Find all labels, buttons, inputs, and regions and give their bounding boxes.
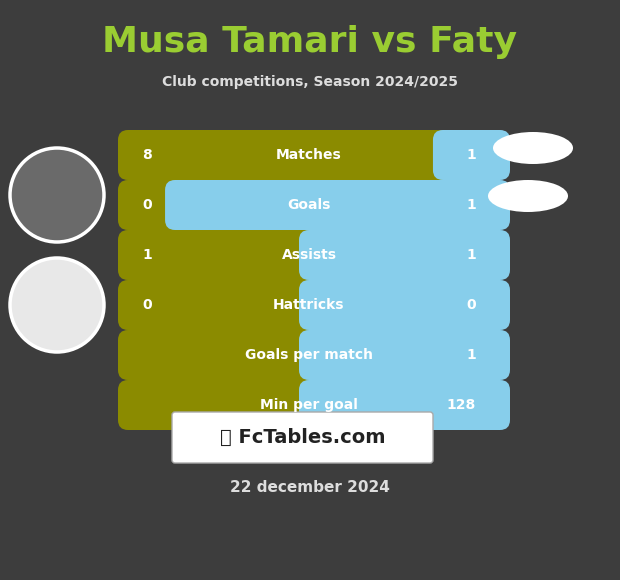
FancyBboxPatch shape: [165, 180, 510, 230]
Text: 📊 FcTables.com: 📊 FcTables.com: [219, 428, 385, 447]
Text: Goals per match: Goals per match: [245, 348, 373, 362]
FancyBboxPatch shape: [299, 330, 510, 380]
FancyBboxPatch shape: [118, 380, 500, 430]
Text: 1: 1: [142, 248, 152, 262]
Circle shape: [10, 148, 104, 242]
Text: Club competitions, Season 2024/2025: Club competitions, Season 2024/2025: [162, 75, 458, 89]
Text: Min per goal: Min per goal: [260, 398, 358, 412]
Text: 128: 128: [447, 398, 476, 412]
FancyBboxPatch shape: [118, 330, 500, 380]
FancyBboxPatch shape: [118, 180, 500, 230]
FancyBboxPatch shape: [118, 280, 500, 330]
FancyBboxPatch shape: [299, 380, 510, 430]
Circle shape: [10, 258, 104, 352]
Ellipse shape: [488, 180, 568, 212]
Text: 1: 1: [466, 248, 476, 262]
Text: 0: 0: [142, 198, 152, 212]
Text: 0: 0: [466, 298, 476, 312]
FancyBboxPatch shape: [118, 230, 500, 280]
Text: 1: 1: [466, 198, 476, 212]
FancyBboxPatch shape: [299, 230, 510, 280]
Text: Hattricks: Hattricks: [273, 298, 345, 312]
Text: 8: 8: [142, 148, 152, 162]
FancyBboxPatch shape: [299, 280, 510, 330]
Text: 1: 1: [466, 348, 476, 362]
Text: Goals: Goals: [287, 198, 330, 212]
Text: 1: 1: [466, 148, 476, 162]
FancyBboxPatch shape: [172, 412, 433, 463]
Text: Assists: Assists: [281, 248, 337, 262]
FancyBboxPatch shape: [118, 130, 500, 180]
Text: 0: 0: [142, 298, 152, 312]
FancyBboxPatch shape: [433, 130, 510, 180]
Text: 22 december 2024: 22 december 2024: [230, 480, 390, 495]
Text: Musa Tamari vs Faty: Musa Tamari vs Faty: [102, 25, 518, 59]
Text: Matches: Matches: [276, 148, 342, 162]
Ellipse shape: [493, 132, 573, 164]
